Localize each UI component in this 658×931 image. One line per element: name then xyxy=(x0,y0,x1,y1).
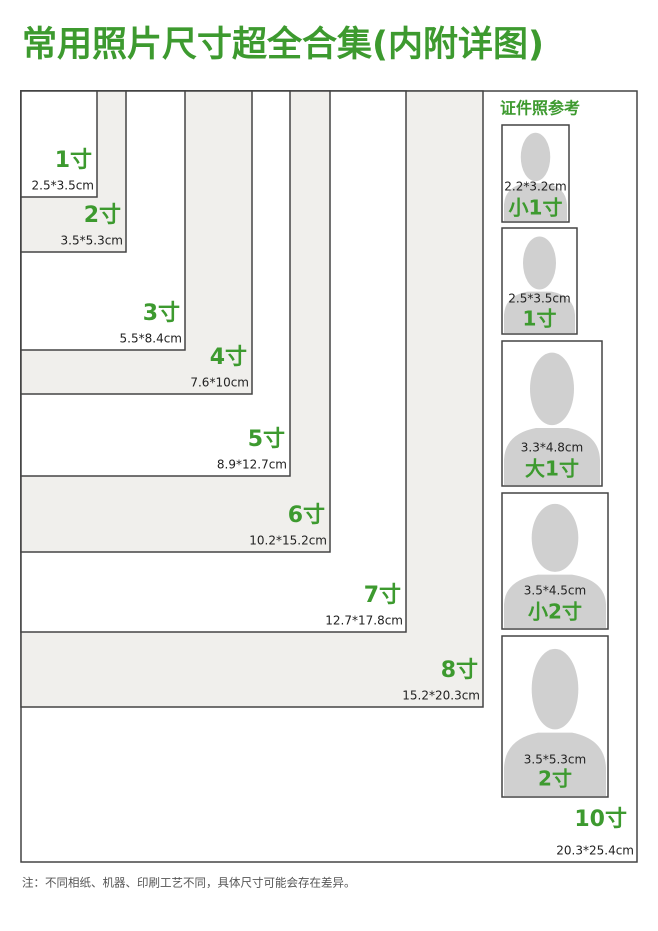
frame-label: 2寸 xyxy=(84,203,121,228)
frame-label: 10寸 xyxy=(574,807,627,832)
frame-label: 5寸 xyxy=(248,427,285,452)
title: 常用照片尺寸超全合集(内附详图) xyxy=(22,24,544,65)
silhouette-head xyxy=(531,648,579,730)
frame-size: 20.3*25.4cm xyxy=(556,844,634,858)
frame-size: 8.9*12.7cm xyxy=(217,458,287,472)
silhouette-head xyxy=(531,503,579,572)
photo-size: 2.5*3.5cm xyxy=(508,292,570,306)
frame-size: 12.7*17.8cm xyxy=(325,614,403,628)
photo-size: 3.5*4.5cm xyxy=(524,584,586,598)
frame-label: 4寸 xyxy=(210,345,247,370)
frame-label: 7寸 xyxy=(364,583,401,608)
frame-label: 3寸 xyxy=(143,301,180,326)
frame-size: 15.2*20.3cm xyxy=(402,689,480,703)
frame-label: 1寸 xyxy=(55,148,92,173)
photo-label: 大1寸 xyxy=(525,457,579,481)
photo-size: 2.2*3.2cm xyxy=(504,180,566,194)
photo-label: 小2寸 xyxy=(528,600,582,624)
frame-size: 5.5*8.4cm xyxy=(120,332,182,346)
silhouette-body xyxy=(504,732,606,796)
reference-title: 证件照参考 xyxy=(500,99,580,118)
frame-size: 2.5*3.5cm xyxy=(32,179,94,193)
silhouette-body xyxy=(504,428,600,485)
frame-label: 8寸 xyxy=(441,658,478,683)
photo-label: 小1寸 xyxy=(509,196,563,220)
photo-size: 3.5*5.3cm xyxy=(524,753,586,767)
silhouette-head xyxy=(523,236,556,290)
photo-size: 3.3*4.8cm xyxy=(521,441,583,455)
silhouette-body xyxy=(504,291,575,333)
photo-label: 2寸 xyxy=(538,767,572,791)
frame-size: 10.2*15.2cm xyxy=(249,534,327,548)
silhouette-head xyxy=(530,352,574,426)
frame-label: 6寸 xyxy=(288,503,325,528)
frame-size: 3.5*5.3cm xyxy=(61,234,123,248)
silhouette-body xyxy=(504,574,606,628)
silhouette-body xyxy=(504,183,567,221)
note: 注：不同相纸、机器、印刷工艺不同，具体尺寸可能会存在差异。 xyxy=(22,876,356,890)
frame xyxy=(20,90,98,198)
photo-label: 1寸 xyxy=(523,307,557,331)
silhouette-head xyxy=(520,132,551,182)
frame-size: 7.6*10cm xyxy=(190,376,249,390)
